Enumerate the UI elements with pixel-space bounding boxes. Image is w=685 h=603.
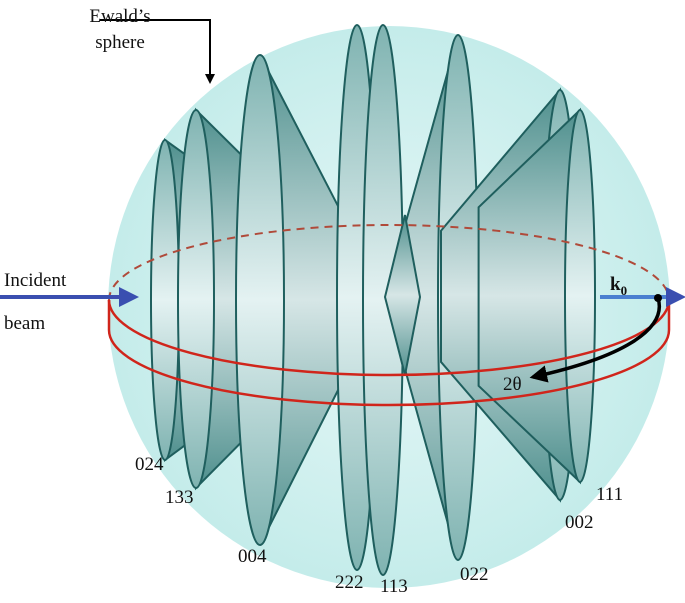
origin-dot — [654, 294, 662, 302]
cone-label: 022 — [460, 564, 489, 585]
cone-disc — [564, 109, 596, 483]
cone-label: 222 — [335, 572, 364, 593]
ring-front — [107, 299, 671, 377]
cone-label: 004 — [238, 546, 267, 567]
k0-subscript: 0 — [621, 283, 628, 298]
cone-label: 133 — [165, 487, 194, 508]
cone-label: 111 — [596, 484, 623, 505]
angle-label: 2θ — [503, 374, 522, 395]
cone — [235, 54, 340, 546]
angle-arrow — [529, 297, 662, 383]
cone — [477, 107, 596, 485]
beam-label: beam — [4, 313, 45, 334]
cone-label: 113 — [380, 576, 408, 597]
cones — [150, 24, 596, 576]
cone-label: 024 — [135, 454, 164, 475]
cone-label: 002 — [565, 512, 594, 533]
ring-front-lower — [107, 329, 671, 407]
cone-disc — [235, 54, 285, 546]
beam-label: Incident — [4, 270, 67, 291]
sphere-label: sphere — [95, 32, 145, 53]
callout-arrow — [100, 19, 215, 84]
k0-symbol: k — [610, 274, 621, 295]
k0-label: k0 — [610, 274, 627, 298]
cone-disc — [177, 109, 215, 489]
sphere-label: Ewald’s — [89, 6, 150, 27]
cone-disc — [150, 139, 180, 461]
